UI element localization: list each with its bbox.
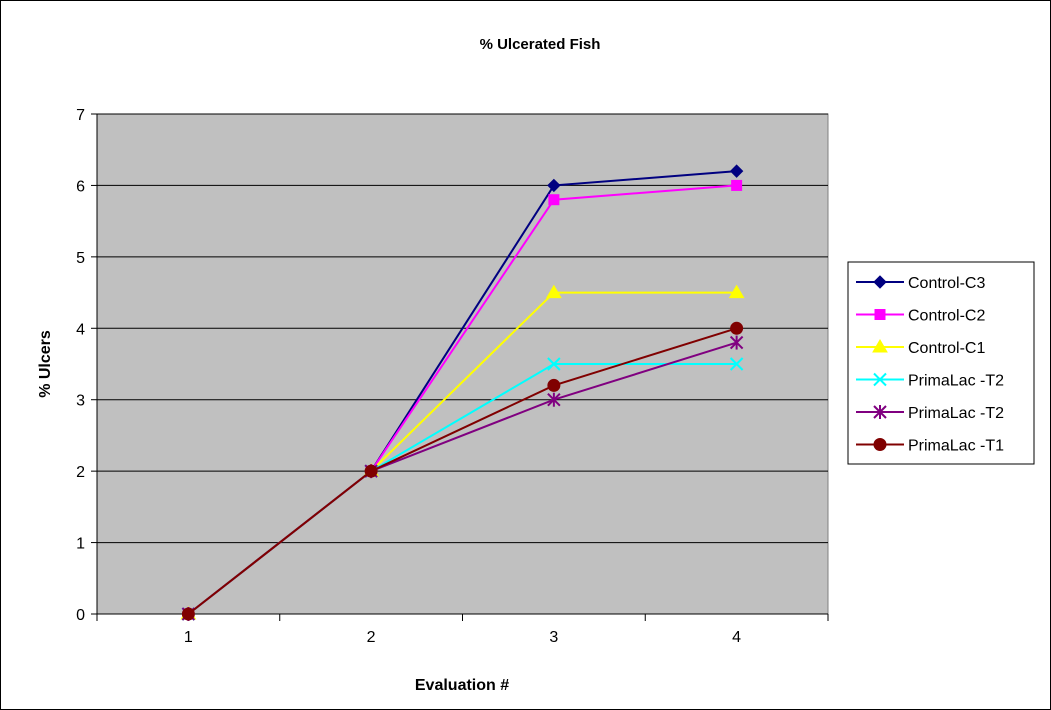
- series-lines: [180, 164, 745, 621]
- legend-item: Control-C1: [856, 339, 985, 357]
- y-tick-label: 1: [76, 536, 85, 553]
- data-point: [728, 284, 745, 299]
- legend-item: Control-C3: [856, 275, 985, 292]
- gridlines: [97, 113, 828, 544]
- data-point: [364, 464, 378, 478]
- y-tick-label: 7: [76, 107, 85, 124]
- data-point: [731, 179, 743, 191]
- legend-label: PrimaLac -T2: [908, 405, 1004, 422]
- legend-item: PrimaLac -T1: [856, 438, 1004, 455]
- y-tick-labels: 0 1 2 3 4 5 6 7: [76, 107, 85, 624]
- x-tick-label: 3: [549, 629, 558, 646]
- x-tick-label: 2: [367, 629, 376, 646]
- legend-marker: [874, 309, 886, 320]
- y-axis-label: % Ulcers: [37, 330, 54, 398]
- y-tick-label: 5: [76, 250, 85, 267]
- data-point: [547, 357, 561, 371]
- x-axis-label: Evaluation #: [415, 677, 509, 694]
- data-point: [547, 392, 561, 407]
- legend-label: PrimaLac -T2: [908, 373, 1004, 390]
- axes: [91, 113, 829, 621]
- legend-marker: [873, 438, 887, 451]
- chart-title: % Ulcerated Fish: [480, 36, 601, 53]
- legend-label: Control-C1: [908, 340, 985, 357]
- x-tick-label: 4: [732, 629, 741, 646]
- y-tick-label: 4: [76, 321, 85, 338]
- legend-item: Control-C2: [856, 308, 985, 325]
- legend-label: PrimaLac -T1: [908, 438, 1004, 455]
- y-tick-label: 2: [76, 464, 85, 481]
- legend-marker: [873, 275, 887, 289]
- series-line: [187, 327, 737, 615]
- legend-label: Control-C2: [908, 308, 985, 325]
- legend-label: Control-C3: [908, 275, 985, 292]
- data-point: [729, 164, 744, 178]
- legend-marker: [872, 339, 888, 353]
- legend-marker: [873, 372, 887, 387]
- data-point: [547, 378, 561, 392]
- legend-item: PrimaLac -T2: [856, 405, 1004, 422]
- data-point: [546, 284, 562, 299]
- data-point: [729, 357, 744, 371]
- data-point: [547, 178, 561, 193]
- data-point: [730, 321, 744, 335]
- marker-stroke: [729, 357, 744, 371]
- x-tick-label: 1: [184, 629, 193, 646]
- data-point: [729, 335, 744, 350]
- data-point: [548, 194, 560, 206]
- y-tick-label: 0: [76, 607, 85, 624]
- legend-marker: [873, 405, 887, 419]
- series-5: [181, 321, 744, 621]
- legend-item: PrimaLac -T2: [856, 373, 1004, 390]
- data-point: [181, 607, 195, 621]
- y-tick-label: 3: [76, 393, 85, 410]
- x-tick-labels: 1 2 3 4: [184, 629, 741, 646]
- legend-box: [847, 261, 1035, 465]
- marker-stroke: [873, 372, 887, 387]
- y-tick-label: 6: [76, 178, 85, 195]
- legend: Control-C3 Control-C2 Control-C1 PrimaLac -…: [847, 261, 1035, 465]
- marker-stroke: [547, 357, 561, 371]
